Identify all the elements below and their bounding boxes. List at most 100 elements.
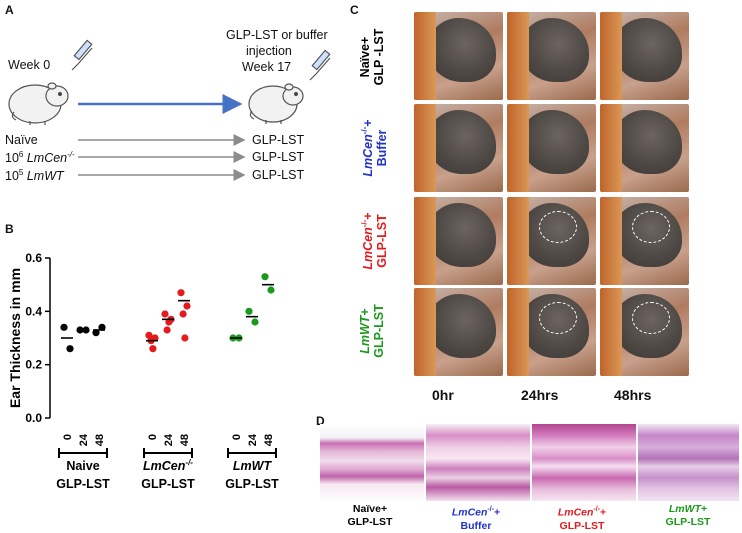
photo-grid — [414, 12, 689, 376]
group-name: Naive — [66, 459, 99, 473]
fur-patch — [600, 104, 622, 192]
fur-patch — [600, 197, 622, 285]
injection-label-2: injection — [246, 44, 292, 58]
row-label-naive: Naïve+ GLP -LST — [358, 28, 386, 86]
x-tick-label: 48 — [263, 434, 275, 446]
x-tick-label: 24 — [247, 433, 259, 446]
ear-photo — [507, 288, 596, 376]
group-treatment: GLP-LST — [225, 477, 279, 491]
histology-lmcen-glp — [532, 424, 636, 501]
fur-patch — [507, 12, 529, 100]
group-label-lmwt: 105 LmWT — [5, 168, 64, 184]
lesion-circle — [539, 302, 577, 334]
panel-a-graphics — [8, 39, 331, 181]
group-label-naive: Naïve — [5, 133, 38, 147]
data-point — [60, 323, 68, 331]
x-tick-label: 0 — [147, 434, 159, 440]
data-point — [181, 334, 189, 342]
panel-b-letter: B — [5, 222, 14, 236]
data-point — [267, 286, 275, 294]
group-name: LmWT — [233, 459, 273, 473]
lesion-circle — [632, 302, 670, 334]
group-treatment-3: GLP-LST — [252, 168, 305, 182]
panel-a-letter: A — [5, 3, 14, 17]
y-axis-label: Ear Thickness in mm — [7, 268, 23, 408]
ear-shape — [521, 18, 589, 82]
ear-photo — [414, 288, 503, 376]
caption-lmwt-glp: LmWT+ GLP-LST — [665, 503, 711, 528]
data-point — [251, 318, 259, 326]
row-label-lmwt-glp: LmWT+ GLP-LST — [358, 304, 386, 358]
data-point — [179, 310, 187, 318]
ear-shape — [428, 294, 496, 358]
group-label-lmcen: 106 LmCen-/- — [5, 150, 75, 166]
y-tick-label: 0.6 — [25, 251, 42, 265]
fur-patch — [414, 288, 436, 376]
histology-lmcen-buffer — [426, 424, 530, 501]
x-tick-label: 24 — [163, 433, 175, 446]
fur-patch — [414, 197, 436, 285]
y-tick-label: 0.4 — [25, 304, 42, 318]
ear-shape — [614, 18, 682, 82]
ear-photo — [414, 104, 503, 192]
data-point — [66, 345, 74, 353]
syringe-right-icon — [309, 49, 331, 81]
week17-label: Week 17 — [242, 60, 292, 74]
group-treatment-1: GLP-LST — [252, 133, 305, 147]
group-treatment-2: GLP-LST — [252, 150, 305, 164]
fur-patch — [507, 288, 529, 376]
x-tick-label: 48 — [94, 434, 106, 446]
ear-photo — [414, 197, 503, 285]
time-label-24hrs: 24hrs — [521, 387, 559, 403]
lesion-circle — [539, 211, 577, 243]
x-tick-label: 0 — [62, 434, 74, 440]
fur-patch — [600, 12, 622, 100]
fur-patch — [600, 288, 622, 376]
group-treatment: GLP-LST — [141, 477, 195, 491]
histology-naive — [320, 424, 424, 501]
syringe-left-icon — [71, 39, 93, 71]
data-point — [161, 310, 169, 318]
ear-photo — [600, 12, 689, 100]
data-point — [98, 323, 106, 331]
ear-photo — [600, 104, 689, 192]
ear-shape — [428, 203, 496, 267]
data-point — [177, 289, 185, 297]
caption-lmcen-glp: LmCen-/-+ GLP-LST — [557, 506, 607, 532]
fur-patch — [507, 197, 529, 285]
data-point — [163, 326, 171, 334]
ear-photo — [414, 12, 503, 100]
ear-shape — [428, 18, 496, 82]
data-point — [245, 307, 253, 315]
data-point — [149, 345, 157, 353]
ear-shape — [521, 110, 589, 174]
guinea-pig-right-icon — [248, 83, 304, 124]
caption-lmcen-buffer: LmCen-/-+ Buffer — [451, 506, 501, 532]
injection-label-1: GLP-LST or buffer — [226, 28, 328, 42]
x-tick-label: 0 — [231, 434, 243, 440]
row-label-lmcen-buffer: LmCen-/-+ Buffer — [360, 119, 390, 177]
x-tick-label: 48 — [179, 434, 191, 446]
caption-naive: Naïve+ GLP-LST — [347, 503, 393, 528]
time-label-48hrs: 48hrs — [614, 387, 652, 403]
guinea-pig-left-icon — [8, 82, 69, 125]
y-tick-label: 0.0 — [25, 411, 42, 425]
group-treatment: GLP-LST — [56, 477, 110, 491]
fur-patch — [414, 104, 436, 192]
group-name: LmCen-/- — [143, 458, 193, 473]
data-point — [92, 329, 100, 337]
ear-photo — [507, 104, 596, 192]
lesion-circle — [632, 211, 670, 243]
fur-patch — [414, 12, 436, 100]
ear-shape — [428, 110, 496, 174]
panel-d-letter: D — [316, 414, 325, 428]
x-tick-label: 24 — [78, 433, 90, 446]
time-label-0hr: 0hr — [432, 387, 454, 403]
row-label-lmcen-glp: LmCen-/-+ GLP-LST — [360, 212, 390, 270]
data-point — [183, 302, 191, 310]
y-tick-label: 0.2 — [25, 358, 42, 372]
ear-shape — [614, 110, 682, 174]
fur-patch — [507, 104, 529, 192]
ear-photo — [600, 197, 689, 285]
